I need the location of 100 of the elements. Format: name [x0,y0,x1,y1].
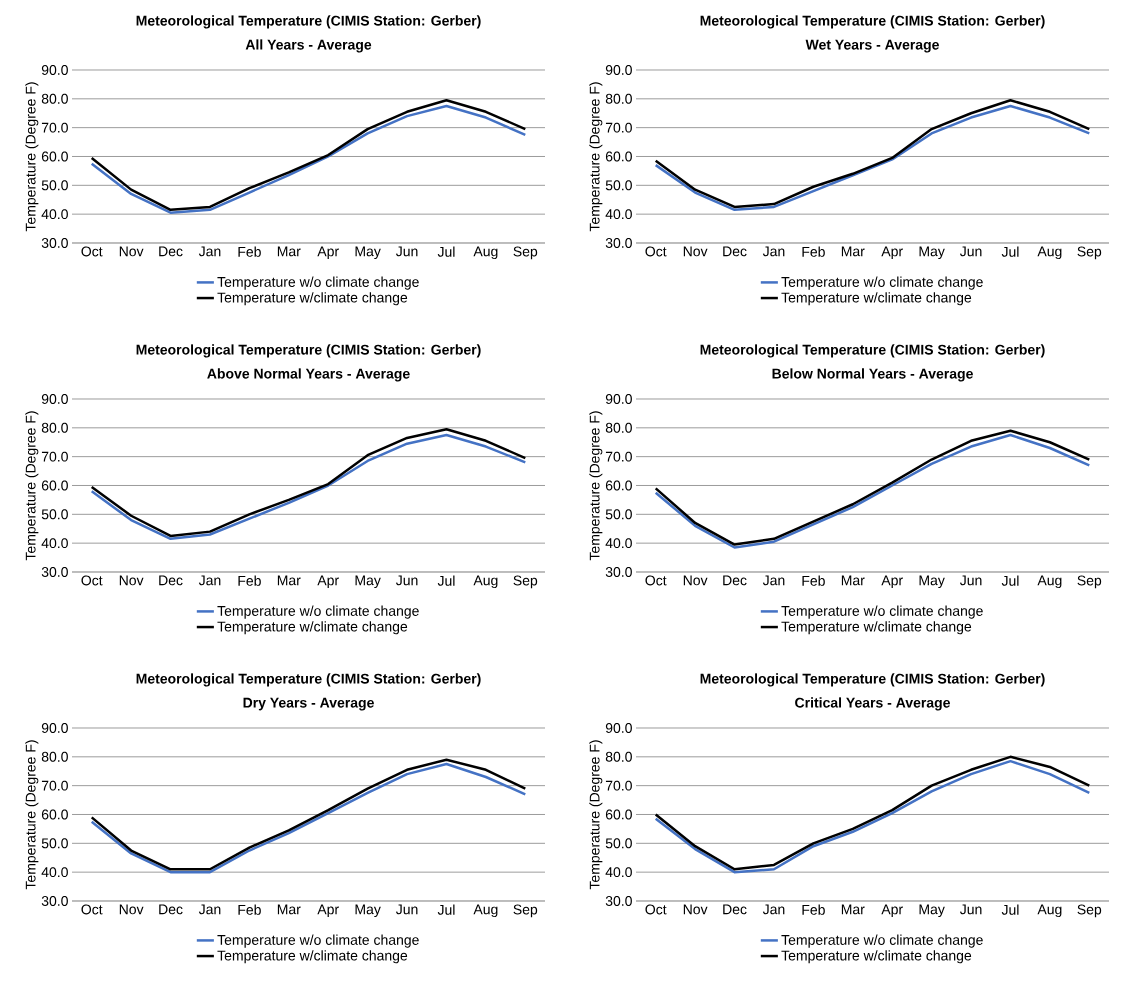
x-tick-label: Sep [1077,575,1102,589]
x-tick-label: Aug [473,904,498,918]
y-tick-label: 30.0 [41,896,68,906]
y-tick-label: 50.0 [605,509,632,520]
y-tick-label: 70.0 [41,780,68,791]
x-tick-label: Aug [1037,246,1062,260]
x-tick-label: Sep [1077,246,1102,260]
x-tick-label: Jul [437,246,455,257]
y-tick-label: 50.0 [41,180,68,191]
y-tick-label: 30.0 [41,238,68,248]
x-tick-label: Feb [238,904,261,915]
x-tick-label: Jan [762,246,785,257]
x-tick-label: Jul [1001,246,1019,257]
x-tick-label: Aug [1037,575,1062,589]
chart-title: Meteorological Temperature (CIMIS Station: Gerber) [700,15,1045,29]
legend-label: Temperature w/o climate change [781,934,983,948]
x-tick-label: Feb [238,575,261,586]
x-tick-label: Jan [762,575,785,586]
chart-title: Meteorological Temperature (CIMIS Station: Gerber) [136,344,481,358]
y-tick-label: 90.0 [605,65,632,75]
x-tick-label: May [919,575,945,589]
y-tick-label: 50.0 [605,180,632,191]
y-tick-label: 60.0 [41,809,68,820]
y-axis-title: Temperature (Degree F) [589,82,603,232]
x-tick-label: Aug [473,575,498,589]
x-tick-label: Mar [277,246,301,257]
legend-label: Temperature w/o climate change [217,934,419,948]
y-axis-title: Temperature (Degree F) [25,82,39,232]
x-tick-label: May [355,575,381,589]
x-tick-label: Oct [81,904,103,915]
chart-subtitle: Dry Years - Average [243,697,374,711]
x-tick-label: Mar [277,904,301,915]
x-tick-label: Feb [802,575,825,586]
x-tick-label: Jun [395,246,418,257]
y-tick-label: 60.0 [605,151,632,162]
y-tick-label: 90.0 [605,723,632,733]
x-tick-label: Jun [959,575,982,586]
chart-subtitle: Below Normal Years - Average [772,368,973,382]
x-tick-label: May [919,246,945,260]
x-tick-label: Aug [473,246,498,260]
x-tick-label: Jul [1001,575,1019,586]
y-tick-label: 40.0 [41,538,68,549]
y-tick-label: 70.0 [41,122,68,133]
legend-label: Temperature w/climate change [217,621,408,635]
chart-title: Meteorological Temperature (CIMIS Station: Gerber) [700,344,1045,358]
x-tick-label: Sep [513,904,538,918]
x-tick-label: Nov [119,904,144,915]
x-tick-label: Sep [513,246,538,260]
y-tick-label: 40.0 [605,209,632,220]
x-tick-label: Dec [159,904,183,915]
x-tick-label: Aug [1037,904,1062,918]
x-tick-label: Mar [841,904,865,915]
legend-label: Temperature w/climate change [781,621,972,635]
x-tick-label: Apr [317,575,339,589]
x-tick-label: Jul [1001,904,1019,915]
y-tick-label: 90.0 [41,394,68,404]
y-tick-label: 80.0 [41,751,68,762]
y-tick-label: 40.0 [605,867,632,878]
y-tick-label: 70.0 [41,451,68,462]
x-tick-label: Mar [841,575,865,586]
y-tick-label: 60.0 [605,809,632,820]
x-tick-label: Feb [802,246,825,257]
x-tick-label: Jun [395,904,418,915]
x-tick-label: Oct [645,246,667,257]
x-tick-label: Sep [513,575,538,589]
chart-subtitle: All Years - Average [245,39,372,53]
x-tick-label: Nov [119,246,144,257]
x-tick-label: Oct [645,904,667,915]
y-tick-label: 90.0 [605,394,632,404]
x-tick-label: Nov [119,575,144,586]
x-tick-label: Jan [198,904,221,915]
y-axis-title: Temperature (Degree F) [25,411,39,561]
y-tick-label: 30.0 [605,238,632,248]
chart-title: Meteorological Temperature (CIMIS Station: Gerber) [136,15,481,29]
x-tick-label: Mar [277,575,301,586]
x-tick-label: Jan [198,575,221,586]
legend-label: Temperature w/climate change [781,292,972,306]
y-tick-label: 80.0 [41,422,68,433]
legend-label: Temperature w/climate change [781,950,972,964]
y-tick-label: 80.0 [605,93,632,104]
y-axis-title: Temperature (Degree F) [25,740,39,890]
x-tick-label: Sep [1077,904,1102,918]
x-tick-label: Jun [959,246,982,257]
y-axis-title: Temperature (Degree F) [589,740,603,890]
x-tick-label: Jan [198,246,221,257]
y-tick-label: 90.0 [41,65,68,75]
y-tick-label: 40.0 [41,867,68,878]
chart-subtitle: Wet Years - Average [805,39,939,53]
y-tick-label: 60.0 [41,480,68,491]
x-tick-label: Oct [81,246,103,257]
x-tick-label: Dec [723,246,747,257]
y-tick-label: 90.0 [41,723,68,733]
y-axis-title: Temperature (Degree F) [589,411,603,561]
legend-label: Temperature w/climate change [217,292,408,306]
x-tick-label: Nov [683,904,708,915]
x-tick-label: Dec [159,246,183,257]
x-tick-label: Apr [881,246,903,260]
legend-label: Temperature w/o climate change [781,276,983,290]
y-tick-label: 80.0 [41,93,68,104]
y-tick-label: 70.0 [605,780,632,791]
